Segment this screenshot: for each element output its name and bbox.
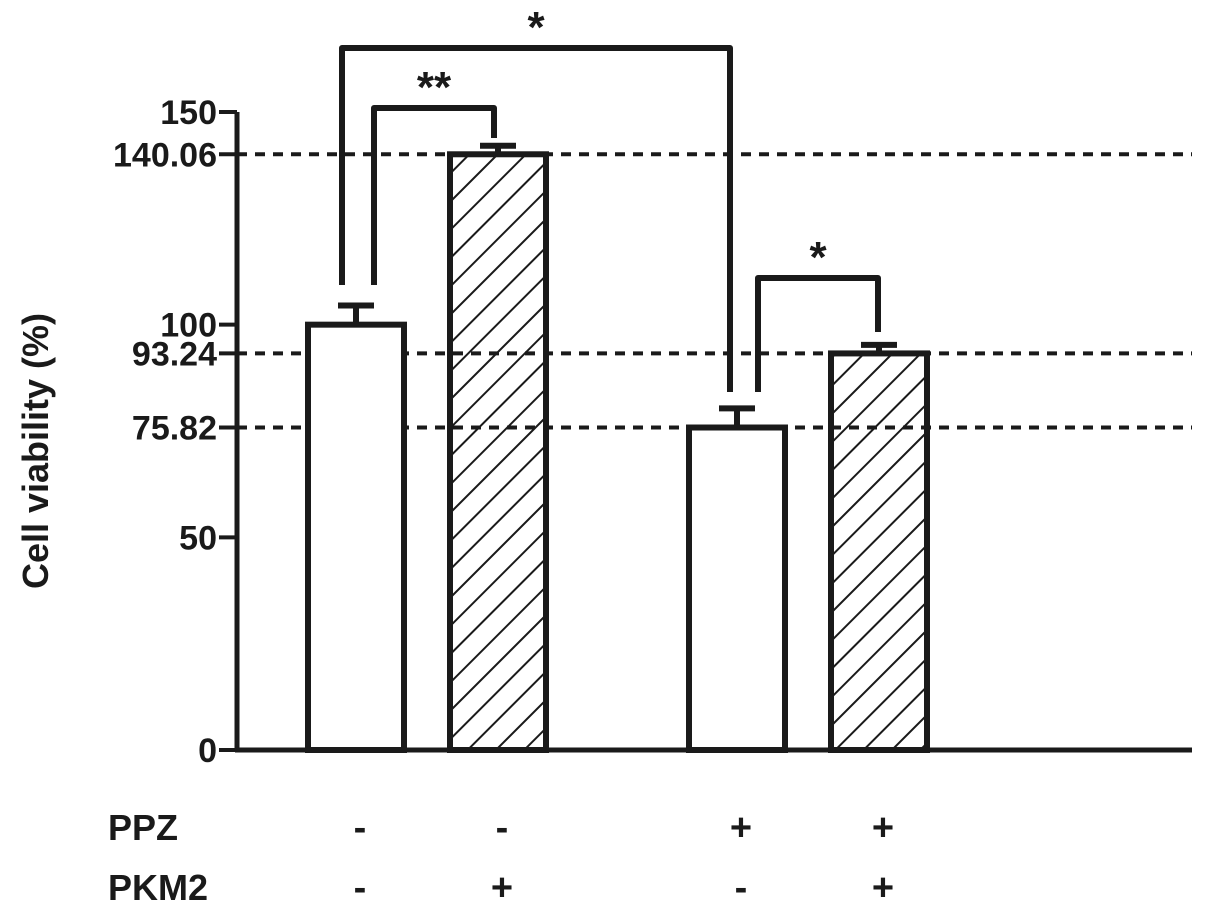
pkm2-sign: - xyxy=(354,867,367,909)
bars xyxy=(305,142,930,753)
ppz-sign: - xyxy=(496,807,509,849)
pkm2-sign: + xyxy=(872,867,894,909)
y-tick-label: 50 xyxy=(179,519,217,557)
significance-bracket xyxy=(339,45,733,392)
axes: 0 50 100 150 xyxy=(160,94,1192,770)
y-tick-label: 100 xyxy=(160,307,217,345)
reference-lines: 140.06 93.24 75.82 xyxy=(113,136,1192,448)
ppz-sign: + xyxy=(730,807,752,849)
ppz-sign: - xyxy=(354,807,367,849)
reference-label: 93.24 xyxy=(132,335,217,373)
bar xyxy=(305,321,407,753)
row-label: PKM2 xyxy=(108,867,208,908)
significance-bracket xyxy=(371,105,497,285)
ppz-sign: + xyxy=(872,807,894,849)
bar xyxy=(686,424,788,753)
significance-bracket xyxy=(755,275,881,392)
pkm2-sign: + xyxy=(491,867,513,909)
significance-stars: ** xyxy=(417,63,452,112)
row-label: PPZ xyxy=(108,807,178,848)
reference-label: 140.06 xyxy=(113,136,217,174)
y-tick-label: 0 xyxy=(198,732,217,770)
bar xyxy=(828,350,930,753)
y-tick-label: 150 xyxy=(160,94,217,132)
labels: Cell viability (%) PPZ PKM2 - - - + + - + + xyxy=(15,313,894,909)
reference-label: 75.82 xyxy=(132,410,217,448)
pkm2-sign: - xyxy=(735,867,748,909)
y-axis-title: Cell viability (%) xyxy=(15,313,56,589)
bar xyxy=(447,151,549,753)
significance-brackets: **** xyxy=(339,3,881,392)
significance-stars: * xyxy=(809,233,827,282)
significance-stars: * xyxy=(527,3,545,52)
